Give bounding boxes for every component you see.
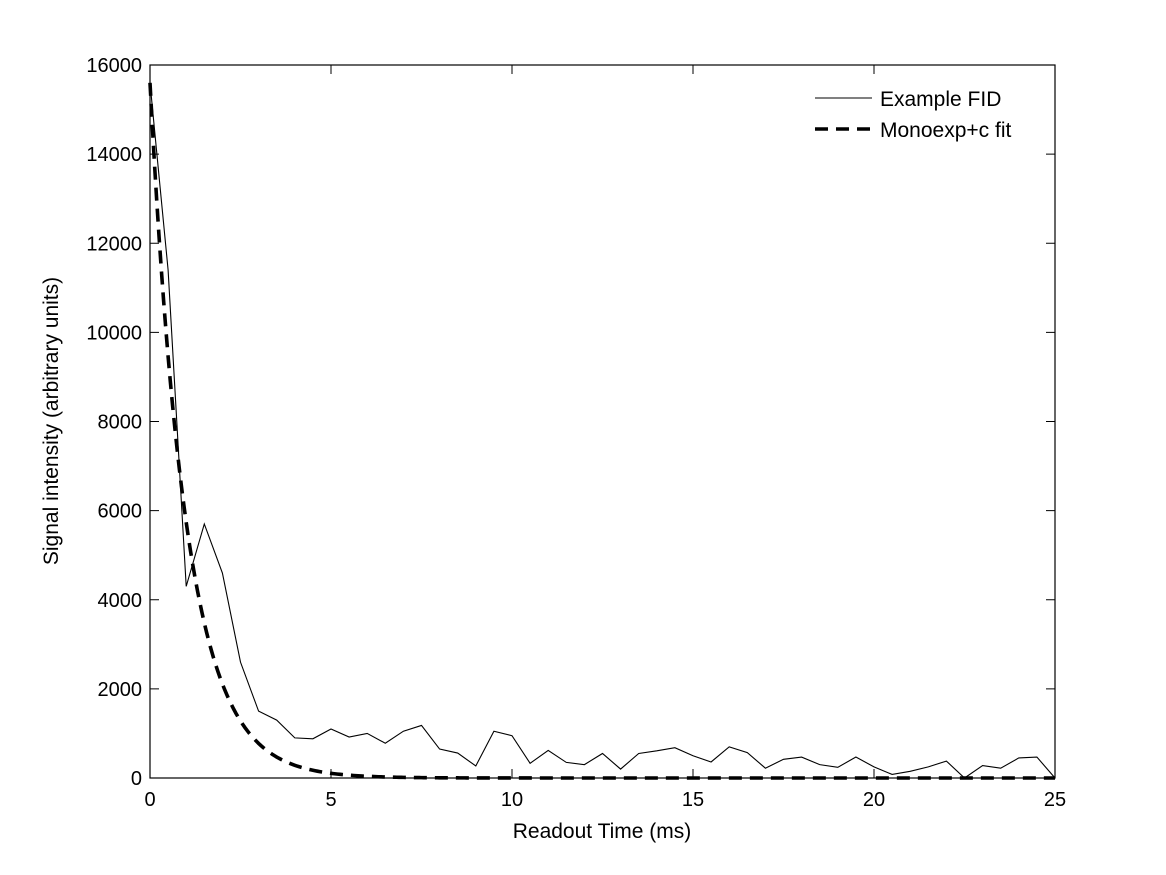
legend-entry-monoexp-fit: Monoexp+c fit	[815, 119, 1011, 142]
plot-frame	[149, 64, 1056, 779]
legend-label: Example FID	[880, 88, 1001, 111]
tick-labels: 0 5 10 15 20 25 0 2000 4000 6000 8000 10000 12000 140…	[86, 55, 1066, 811]
y-tick-label: 4000	[98, 590, 143, 612]
y-tick-label: 0	[131, 768, 142, 790]
y-tick-label: 2000	[98, 679, 143, 701]
x-axis-label: Readout Time (ms)	[513, 820, 692, 843]
legend-label: Monoexp+c fit	[880, 119, 1011, 142]
y-axis-label: Signal intensity (arbitrary units)	[40, 277, 63, 565]
y-tick-label: 8000	[98, 412, 143, 434]
y-tick-label: 14000	[86, 144, 142, 166]
x-tick-label: 20	[863, 789, 885, 811]
x-tick-label: 5	[325, 789, 336, 811]
series-line-example-fid	[149, 82, 1056, 779]
legend-entry-example-fid: Example FID	[815, 88, 1001, 111]
y-tick-label: 6000	[98, 501, 143, 523]
x-tick-label: 15	[682, 789, 704, 811]
plot-area	[150, 65, 1055, 778]
x-tick-label: 25	[1044, 789, 1066, 811]
x-tick-label: 0	[144, 789, 155, 811]
y-tick-label: 10000	[86, 322, 142, 344]
x-tick-label: 10	[501, 789, 523, 811]
legend: Example FID Monoexp+c fit	[815, 88, 1011, 142]
y-tick-label: 12000	[86, 233, 142, 255]
y-tick-label: 16000	[86, 55, 142, 77]
